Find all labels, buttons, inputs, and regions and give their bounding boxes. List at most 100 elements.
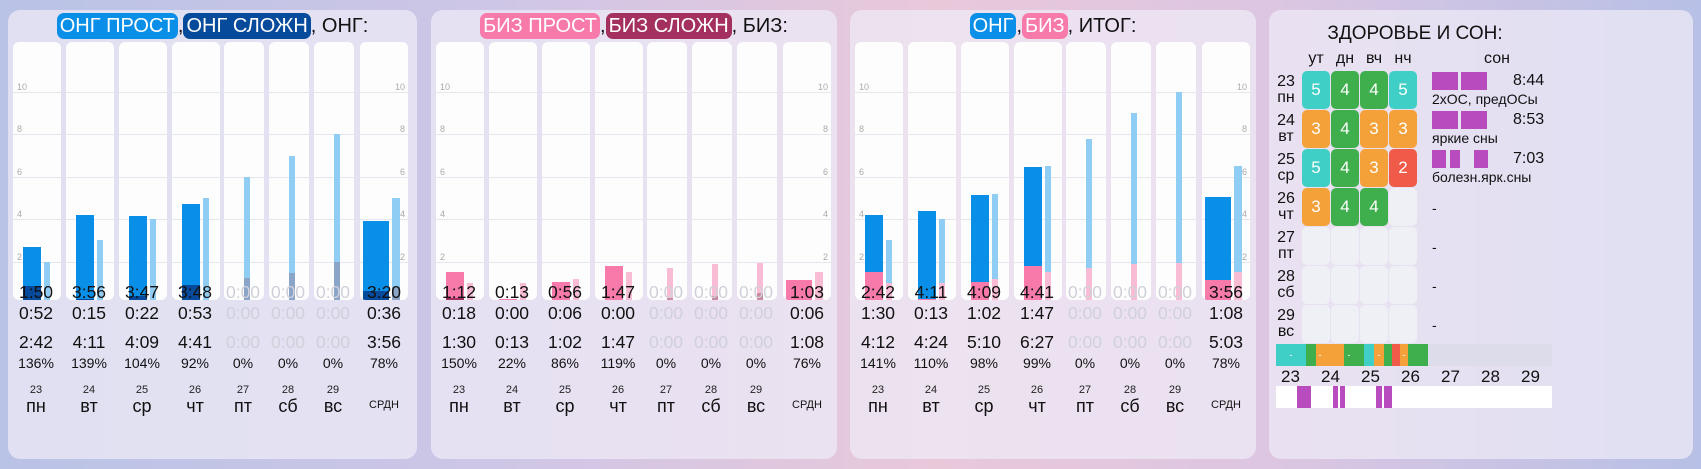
gridline bbox=[1014, 92, 1062, 93]
day-number: 27 bbox=[1078, 384, 1092, 396]
day-number: 27 bbox=[659, 384, 673, 396]
gridline bbox=[783, 261, 831, 263]
bar-norm-secondary bbox=[244, 277, 250, 300]
value-primary: 0:00 bbox=[270, 282, 306, 302]
health-score-cell[interactable]: 3 bbox=[1360, 110, 1388, 148]
value-primary: 2:42 bbox=[860, 282, 896, 302]
bar-norm bbox=[815, 272, 823, 300]
value-secondary: 0:36 bbox=[366, 303, 402, 323]
gridline bbox=[224, 134, 264, 136]
health-empty-cell[interactable] bbox=[1302, 227, 1330, 265]
value-percent: 86% bbox=[550, 355, 580, 371]
value-percent: 78% bbox=[369, 355, 399, 371]
day-name: вс bbox=[1165, 396, 1185, 416]
y-tick-label: 6 bbox=[1241, 166, 1247, 177]
health-score-cell[interactable]: 4 bbox=[1360, 71, 1388, 109]
day-column bbox=[172, 42, 220, 300]
health-score-cell[interactable]: 4 bbox=[1360, 188, 1388, 226]
title-rest: , ОНГ: bbox=[310, 15, 369, 37]
sleep-note: яркие сны bbox=[1432, 130, 1498, 146]
legend-tag-primary: ОНГ ПРОСТ bbox=[56, 13, 178, 39]
health-empty-cell[interactable] bbox=[1331, 227, 1359, 265]
day-column bbox=[66, 42, 114, 300]
gridline bbox=[737, 134, 777, 136]
value-secondary: 0:00 bbox=[1112, 303, 1148, 323]
value-primary: 3:20 bbox=[366, 282, 402, 302]
gridline bbox=[692, 92, 732, 93]
health-empty-cell[interactable] bbox=[1389, 266, 1417, 304]
bar-norm bbox=[712, 263, 718, 300]
health-empty-cell[interactable] bbox=[1331, 266, 1359, 304]
timeline-day-number: 26 bbox=[1401, 367, 1420, 386]
value-secondary: 0:22 bbox=[124, 303, 160, 323]
health-score-cell[interactable]: 3 bbox=[1302, 188, 1330, 226]
sleep-header: сон bbox=[1484, 50, 1510, 67]
timeline-day-number: 23 bbox=[1281, 367, 1300, 386]
value-total: 0:13 bbox=[494, 332, 530, 352]
bar-norm-secondary bbox=[1131, 263, 1137, 300]
health-header: нч bbox=[1394, 50, 1412, 67]
gridline bbox=[1066, 92, 1106, 93]
value-primary: 4:11 bbox=[914, 282, 948, 302]
y-tick-label: 4 bbox=[440, 209, 446, 220]
health-score-cell[interactable]: 2 bbox=[1389, 149, 1417, 187]
health-empty-cell[interactable] bbox=[1389, 188, 1417, 226]
y-tick-label: 10 bbox=[859, 82, 870, 92]
panel-biz: БИЗ ПРОСТ, БИЗ СЛОЖН, БИЗ: 10 8 6 4 2 10 8 6 4 2 1:1… bbox=[431, 10, 837, 459]
health-score-cell[interactable]: 4 bbox=[1331, 71, 1359, 109]
day-column bbox=[119, 42, 167, 300]
day-column bbox=[1014, 42, 1062, 300]
value-secondary: 1:47 bbox=[1019, 303, 1055, 323]
day-column bbox=[692, 42, 732, 300]
health-score-cell[interactable]: 5 bbox=[1302, 71, 1330, 109]
health-score-cell[interactable]: 3 bbox=[1360, 149, 1388, 187]
value-total: 4:12 bbox=[860, 332, 896, 352]
bar-norm-secondary bbox=[757, 293, 763, 300]
health-strip-segment bbox=[1418, 344, 1428, 366]
health-empty-cell[interactable] bbox=[1302, 305, 1330, 343]
health-score-cell[interactable]: 4 bbox=[1331, 149, 1359, 187]
health-score-cell[interactable]: 3 bbox=[1389, 110, 1417, 148]
health-score-cell[interactable]: 4 bbox=[1331, 110, 1359, 148]
value-primary: 0:00 bbox=[1067, 282, 1103, 302]
gridline bbox=[66, 134, 114, 136]
health-score-cell[interactable]: 3 bbox=[1302, 110, 1330, 148]
bar-secondary bbox=[76, 298, 94, 300]
day-name: ср bbox=[555, 396, 575, 416]
value-secondary: 0:00 bbox=[693, 303, 729, 323]
timeline-day-number: 29 bbox=[1521, 367, 1540, 386]
value-total: 4:11 bbox=[72, 332, 106, 352]
health-empty-cell[interactable] bbox=[1302, 266, 1330, 304]
value-percent: 92% bbox=[180, 355, 210, 371]
health-empty-cell[interactable] bbox=[1360, 266, 1388, 304]
bar-norm-secondary bbox=[289, 273, 295, 300]
bar-norm-secondary bbox=[1176, 262, 1182, 300]
value-primary: 0:00 bbox=[1112, 282, 1148, 302]
y-tick-label: 2 bbox=[440, 251, 446, 262]
day-name: вт bbox=[503, 396, 521, 416]
health-score-cell[interactable]: 4 bbox=[1331, 188, 1359, 226]
bar-secondary bbox=[971, 282, 989, 300]
health-empty-cell[interactable] bbox=[1389, 305, 1417, 343]
sleep-note: 2хОС, предОСы bbox=[1432, 91, 1538, 107]
panel-title: ОНГ ПРОСТ, ОНГ СЛОЖН, ОНГ: bbox=[8, 12, 417, 40]
health-empty-cell[interactable] bbox=[1331, 305, 1359, 343]
gridline bbox=[224, 92, 264, 93]
health-strip-segment: - bbox=[1344, 344, 1354, 366]
health-empty-cell[interactable] bbox=[1360, 305, 1388, 343]
health-empty-cell[interactable] bbox=[1389, 227, 1417, 265]
value-primary: 0:00 bbox=[693, 282, 729, 302]
value-primary: 3:56 bbox=[71, 282, 107, 302]
value-primary: 0:00 bbox=[1157, 282, 1193, 302]
row-day-number: 23 bbox=[1277, 73, 1295, 90]
health-score-cell[interactable]: 5 bbox=[1302, 149, 1330, 187]
y-tick-label: 2 bbox=[399, 251, 405, 262]
health-score-cell[interactable]: 5 bbox=[1389, 71, 1417, 109]
day-name: чт bbox=[1028, 396, 1046, 416]
value-primary: 1:47 bbox=[600, 282, 636, 302]
value-secondary: 1:30 bbox=[860, 303, 896, 323]
value-primary: 3:47 bbox=[124, 282, 160, 302]
gridline bbox=[13, 92, 61, 93]
health-empty-cell[interactable] bbox=[1360, 227, 1388, 265]
sleep-duration: 8:44 bbox=[1513, 72, 1545, 89]
